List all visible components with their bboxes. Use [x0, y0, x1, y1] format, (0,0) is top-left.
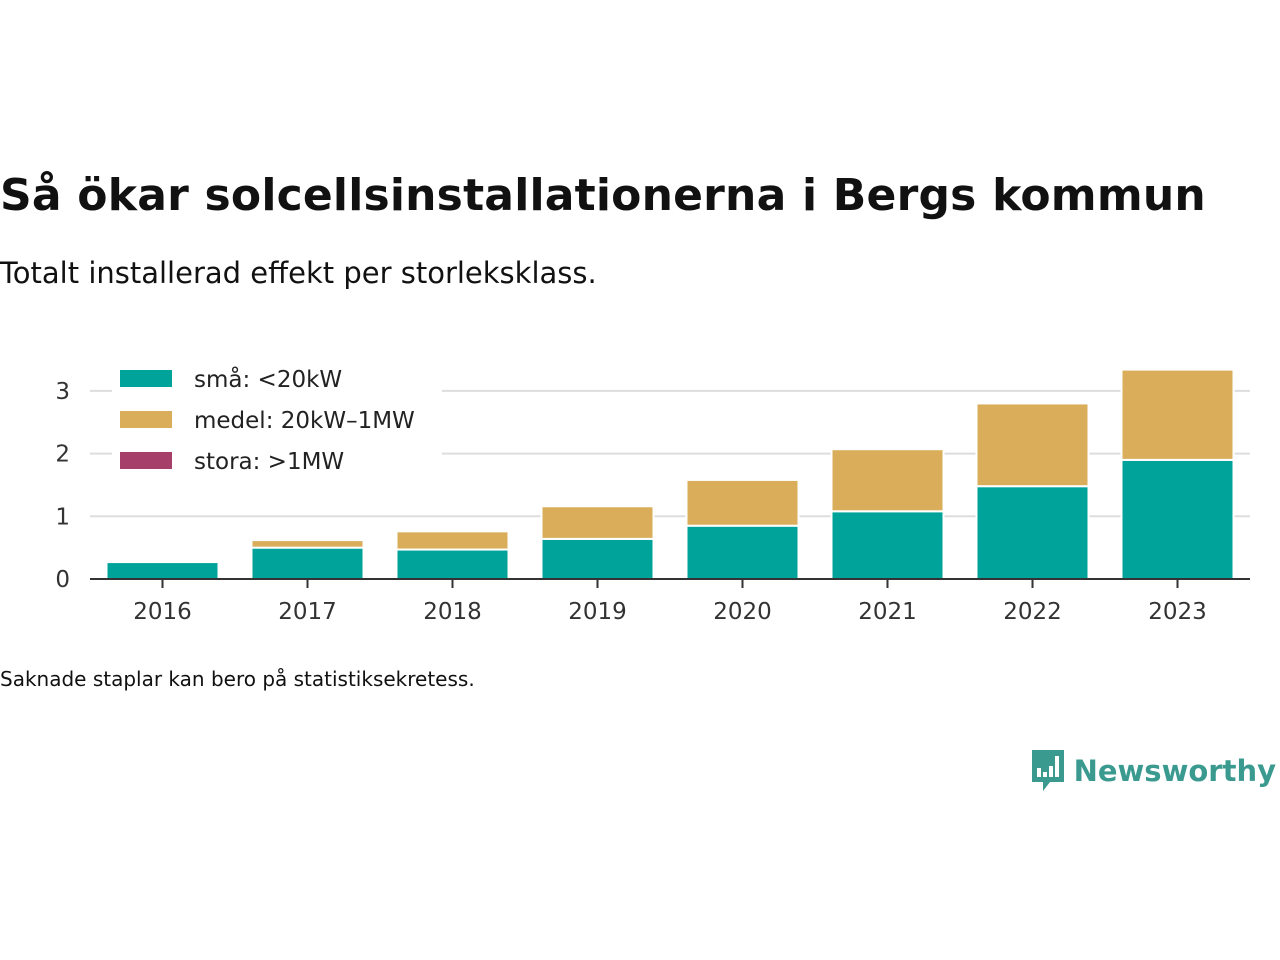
bar-segment — [685, 524, 800, 580]
bar-segment — [1120, 368, 1235, 461]
bar-segment — [250, 546, 365, 580]
legend-label: medel: 20kW–1MW — [194, 408, 415, 434]
axes: 0 1 2 3 2016 2017 2018 2019 2020 2021 2022 2023 — [55, 379, 1250, 625]
x-tick-label: 2018 — [423, 599, 482, 625]
y-tick-label: 2 — [55, 442, 70, 468]
x-tick-label: 2019 — [568, 599, 627, 625]
y-tick-label: 0 — [55, 567, 70, 593]
bar-segment — [540, 537, 655, 580]
chart-title: Så ökar solcellsinstallationerna i Bergs… — [0, 170, 1206, 221]
chart-svg: 0 1 2 3 2016 2017 2018 2019 2020 2021 2022 2023 små… — [55, 362, 1250, 625]
footnote: Saknade staplar kan bero på statistiksek… — [0, 667, 475, 691]
bar-segment — [830, 510, 945, 580]
bar-segment — [250, 539, 365, 549]
bar-segment — [1120, 458, 1235, 580]
legend: små: <20kW medel: 20kW–1MW stora: >1MW — [112, 362, 442, 486]
x-tick-label: 2021 — [858, 599, 917, 625]
brand-logo: Newsworthy — [1030, 748, 1276, 794]
bar-segment — [975, 402, 1090, 488]
bar-segment — [685, 478, 800, 527]
bar-segment — [830, 448, 945, 513]
x-tick-label: 2016 — [133, 599, 192, 625]
bar-segment — [395, 530, 510, 551]
bar-segment — [540, 505, 655, 540]
x-tick-label: 2017 — [278, 599, 337, 625]
legend-swatch — [120, 411, 172, 428]
y-tick-label: 1 — [55, 504, 70, 530]
newsworthy-logo-icon — [1031, 750, 1064, 791]
legend-swatch — [120, 370, 172, 387]
bar-segment — [975, 485, 1090, 580]
bars — [105, 368, 1235, 581]
stacked-bar-chart: 0 1 2 3 2016 2017 2018 2019 2020 2021 2022 2023 små… — [0, 340, 1280, 640]
legend-label: små: <20kW — [194, 365, 342, 393]
chart-subtitle: Totalt installerad effekt per storlekskl… — [0, 256, 597, 290]
bar-segment — [105, 561, 220, 580]
legend-label: stora: >1MW — [194, 449, 344, 475]
bar-segment — [395, 548, 510, 581]
y-tick-label: 3 — [55, 379, 70, 405]
x-tick-label: 2022 — [1003, 599, 1062, 625]
legend-swatch — [120, 452, 172, 469]
brand-name: Newsworthy — [1073, 754, 1276, 788]
x-tick-label: 2020 — [713, 599, 772, 625]
x-tick-label: 2023 — [1148, 599, 1207, 625]
